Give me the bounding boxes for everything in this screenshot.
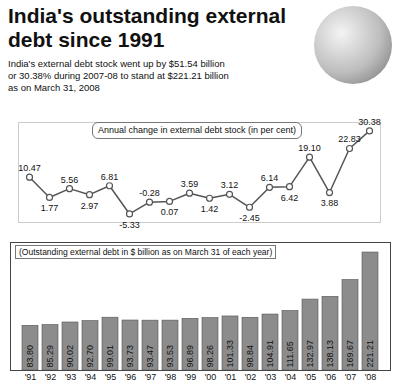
svg-text:'03: '03 (265, 372, 277, 382)
svg-text:'02: '02 (245, 372, 257, 382)
svg-text:'96: '96 (125, 372, 137, 382)
html-text:(Outstanding external debt in: (Outstanding external debt in $ billion … (19, 247, 273, 257)
svg-text:'93: '93 (65, 372, 77, 382)
svg-text:'06: '06 (325, 372, 337, 382)
svg-text:-5.33: -5.33 (119, 220, 140, 230)
svg-text:-0.28: -0.28 (139, 188, 160, 198)
svg-text:93.47: 93.47 (145, 345, 155, 368)
svg-text:'01: '01 (225, 372, 237, 382)
svg-text:6.42: 6.42 (281, 193, 299, 203)
svg-text:'04: '04 (285, 372, 297, 382)
svg-text:104.91: 104.91 (265, 340, 275, 368)
svg-text:96.89: 96.89 (185, 345, 195, 368)
svg-text:'94: '94 (85, 372, 97, 382)
svg-text:1.77: 1.77 (41, 203, 59, 213)
svg-text:98.84: 98.84 (245, 345, 255, 368)
svg-text:6.14: 6.14 (261, 173, 279, 183)
svg-text:3.59: 3.59 (181, 179, 199, 189)
svg-text:85.29: 85.29 (45, 345, 55, 368)
svg-text:30.38: 30.38 (358, 117, 381, 127)
svg-text:99.01: 99.01 (105, 345, 115, 368)
svg-text:111.65: 111.65 (285, 341, 295, 367)
svg-text:3.88: 3.88 (321, 198, 339, 208)
svg-text:2.97: 2.97 (81, 201, 99, 211)
svg-text:93.53: 93.53 (165, 345, 175, 368)
html-text:India's external debt stock we: India's external debt stock went up by $… (8, 58, 229, 93)
svg-text:1.42: 1.42 (201, 204, 219, 214)
svg-text:138.13: 138.13 (325, 340, 335, 368)
svg-text:'91: '91 (25, 372, 37, 382)
svg-text:3.12: 3.12 (221, 180, 239, 190)
html-text:Annual change in external debt: Annual change in external debt stock (in… (98, 125, 297, 135)
svg-text:'98: '98 (165, 372, 177, 382)
svg-text:22.83: 22.83 (338, 134, 361, 144)
svg-text:132.97: 132.97 (305, 340, 315, 368)
svg-text:'95: '95 (105, 372, 117, 382)
svg-text:90.02: 90.02 (65, 345, 75, 368)
svg-text:'08: '08 (365, 372, 377, 382)
svg-text:98.26: 98.26 (205, 345, 215, 368)
svg-text:93.73: 93.73 (125, 345, 135, 368)
html-text:India's outstanding external d: India's outstanding external debt since … (8, 4, 286, 51)
svg-text:'00: '00 (205, 372, 217, 382)
svg-text:'05: '05 (305, 372, 317, 382)
svg-text:-2.45: -2.45 (239, 213, 260, 223)
svg-text:5.56: 5.56 (61, 175, 79, 185)
svg-text:19.10: 19.10 (298, 143, 321, 153)
svg-text:6.81: 6.81 (101, 172, 119, 182)
svg-text:10.47: 10.47 (18, 163, 41, 173)
svg-text:'99: '99 (185, 372, 197, 382)
svg-text:'92: '92 (45, 372, 57, 382)
svg-text:101.33: 101.33 (225, 340, 235, 368)
svg-text:169.67: 169.67 (345, 340, 355, 368)
svg-text:221.21: 221.21 (365, 340, 375, 368)
svg-text:83.80: 83.80 (25, 345, 35, 368)
svg-text:92.70: 92.70 (85, 345, 95, 368)
svg-text:'07: '07 (345, 372, 357, 382)
svg-text:'97: '97 (145, 372, 157, 382)
svg-text:0.07: 0.07 (161, 207, 179, 217)
